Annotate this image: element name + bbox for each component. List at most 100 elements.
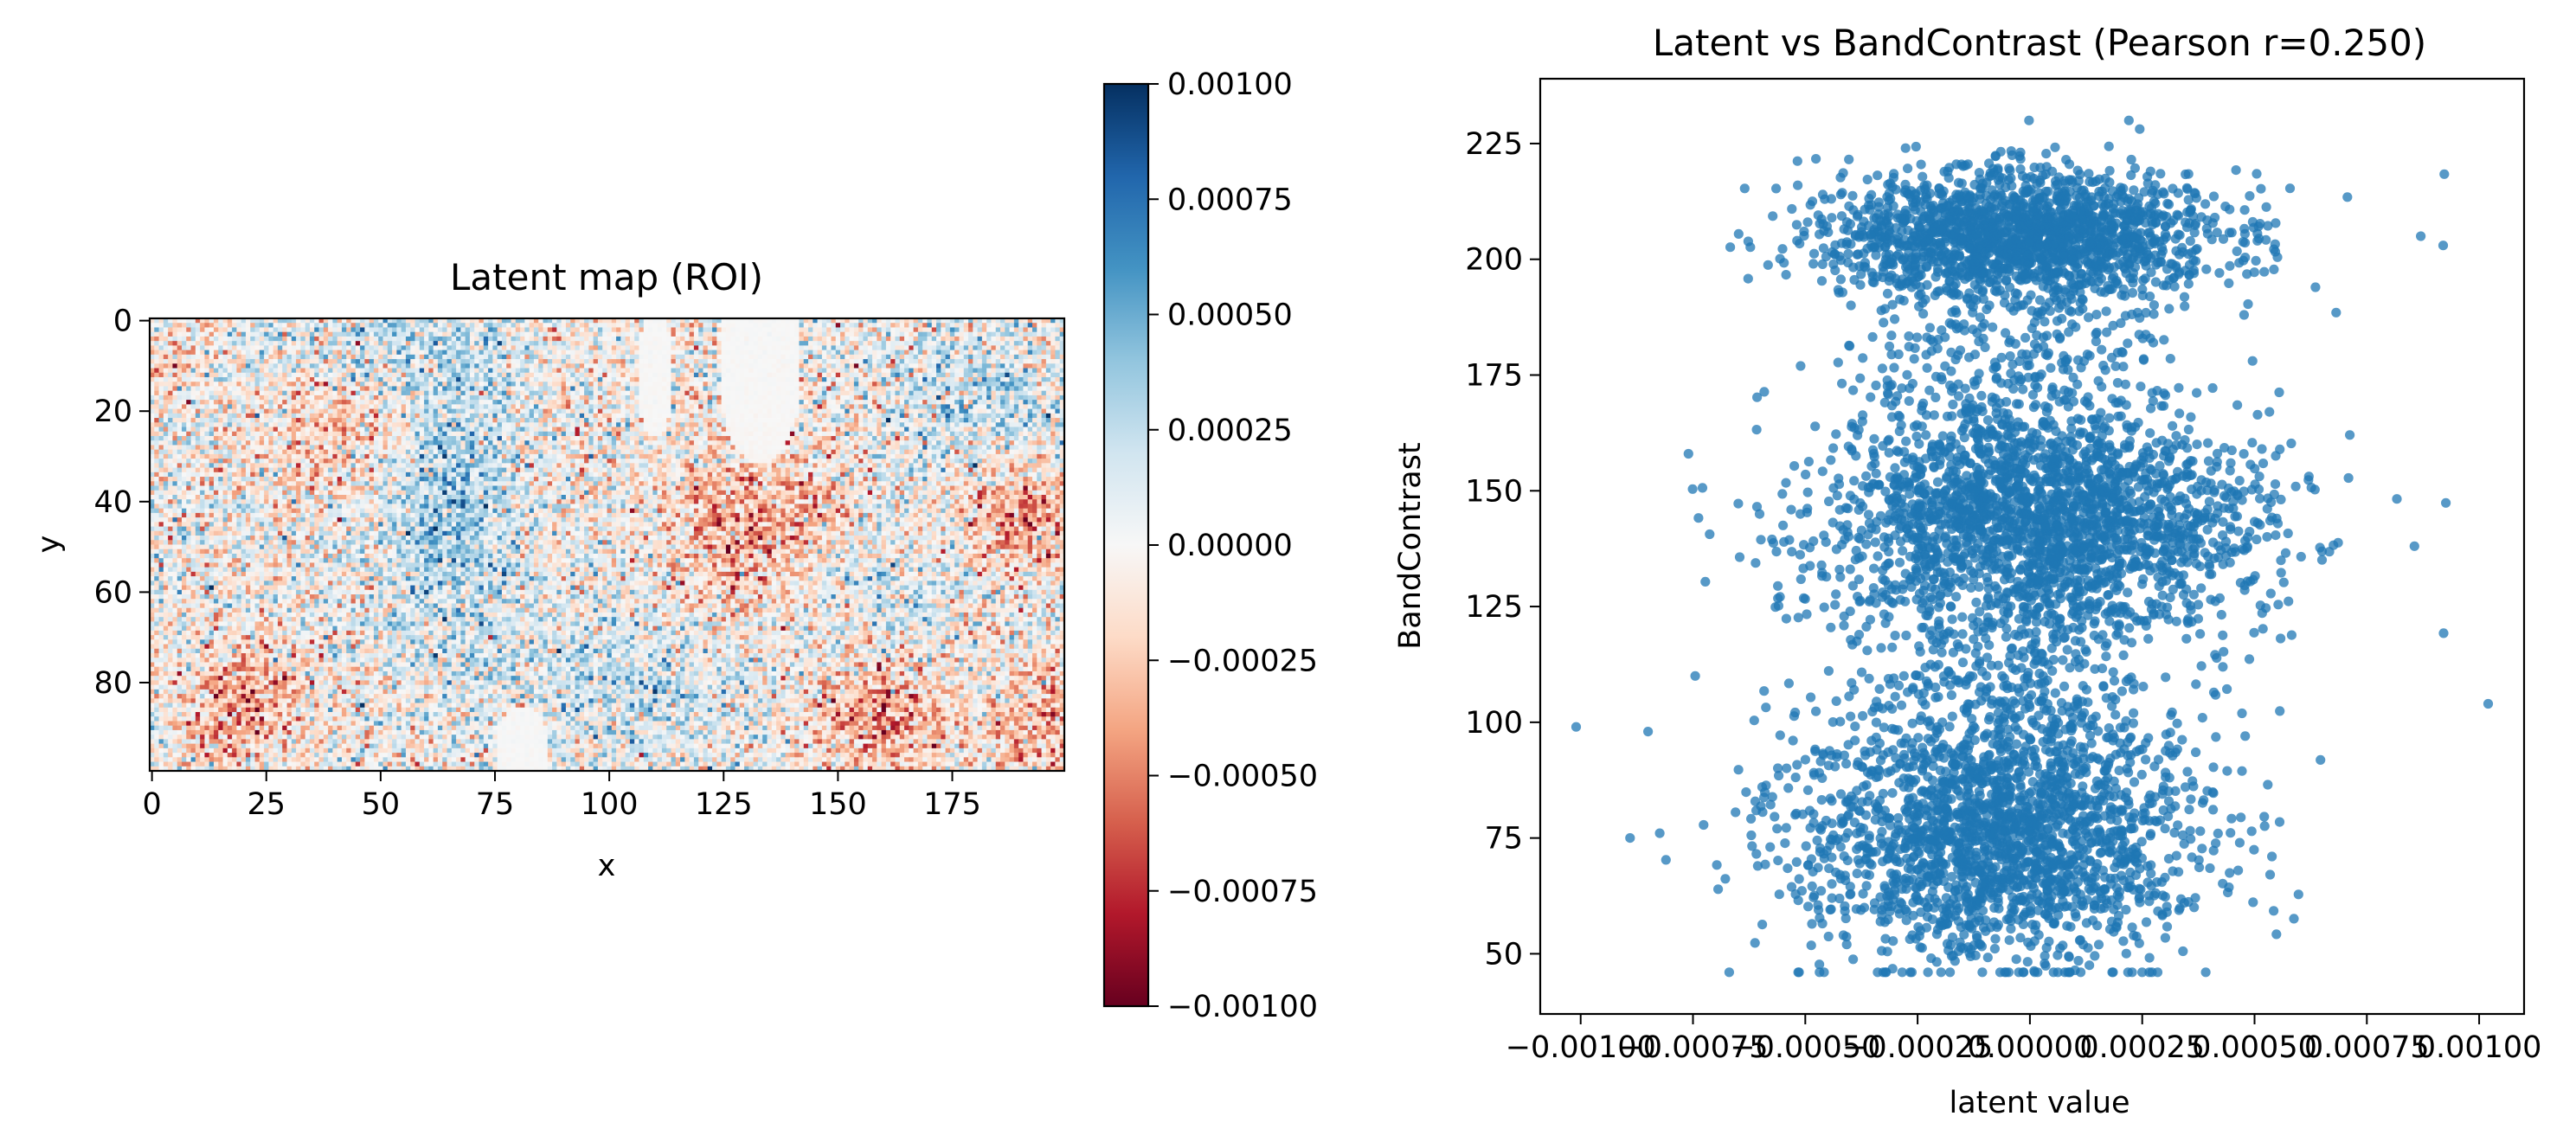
heatmap-cell [511, 372, 517, 378]
heatmap-cell [209, 395, 215, 401]
heatmap-cell [1013, 395, 1019, 401]
heatmap-cell [469, 427, 475, 433]
heatmap-cell [492, 318, 498, 324]
heatmap-cell [579, 418, 585, 423]
heatmap-cell [1059, 372, 1064, 378]
heatmap-cell [808, 408, 813, 414]
heatmap-cell [369, 404, 375, 409]
heatmap-cell [890, 427, 896, 433]
heatmap-cell [949, 368, 955, 374]
heatmap-cell [419, 386, 425, 392]
heatmap-cell [831, 323, 837, 328]
heatmap-cell [346, 386, 351, 392]
heatmap-cell [712, 336, 717, 342]
heatmap-cell [739, 350, 745, 356]
heatmap-cell [744, 413, 749, 419]
heatmap-cell [813, 359, 818, 364]
heatmap-cell [845, 427, 850, 433]
heatmap-cell [446, 400, 453, 405]
heatmap-cell [488, 318, 493, 324]
heatmap-cell [863, 372, 869, 378]
heatmap-cell [1000, 390, 1005, 396]
heatmap-cell [337, 400, 343, 405]
heatmap-cell [488, 418, 493, 423]
heatmap-cell [593, 400, 599, 405]
heatmap-cell [314, 376, 319, 382]
heatmap-cell [835, 413, 841, 419]
heatmap-cell [350, 363, 357, 369]
heatmap-cell [954, 341, 960, 346]
heatmap-cell [515, 422, 521, 427]
heatmap-cell [712, 350, 717, 356]
heatmap-cell [730, 427, 736, 433]
heatmap-cell [259, 359, 265, 364]
heatmap-cell [620, 400, 626, 405]
heatmap-cell [355, 354, 361, 360]
heatmap-cell [588, 327, 594, 333]
heatmap-cell [1027, 418, 1033, 423]
heatmap-cell [981, 395, 987, 401]
heatmap-cell [497, 331, 503, 337]
heatmap-cell [195, 341, 201, 346]
heatmap-cell [963, 413, 969, 419]
heatmap-cell [716, 376, 722, 382]
heatmap-cell [826, 422, 832, 427]
heatmap-cell [698, 331, 703, 337]
heatmap-cell [158, 413, 164, 419]
heatmap-cell [949, 372, 955, 378]
heatmap-cell [424, 318, 429, 324]
heatmap-cell [1045, 363, 1051, 369]
heatmap-cell [735, 400, 741, 405]
heatmap-cell [963, 418, 969, 423]
heatmap-cell [163, 359, 169, 364]
heatmap-cell [693, 382, 699, 387]
heatmap-cell [218, 395, 223, 401]
heatmap-cell [346, 363, 351, 369]
heatmap-cell [744, 408, 749, 414]
heatmap-cell [369, 395, 375, 401]
heatmap-cell [986, 372, 992, 378]
heatmap-cell [492, 363, 498, 369]
heatmap-cell [680, 345, 685, 350]
heatmap-cell [309, 331, 315, 337]
heatmap-cell [949, 345, 955, 350]
heatmap-cell [501, 382, 507, 387]
heatmap-cell [927, 318, 933, 324]
heatmap-cell [771, 336, 777, 342]
heatmap-cell [936, 422, 941, 427]
heatmap-cell [437, 345, 443, 350]
heatmap-cell [401, 372, 407, 378]
heatmap-cell [794, 376, 800, 382]
heatmap-cell [227, 400, 233, 405]
heatmap-cell [917, 395, 923, 401]
heatmap-cell [200, 390, 205, 396]
heatmap-cell [611, 331, 617, 337]
heatmap-cell [483, 363, 489, 369]
heatmap-cell [479, 395, 485, 401]
heatmap-cell [959, 336, 965, 342]
heatmap-cell [259, 427, 265, 433]
heatmap-cell [945, 382, 951, 387]
heatmap-cell [501, 354, 507, 360]
heatmap-cell [739, 359, 745, 364]
heatmap-cell [396, 372, 402, 378]
heatmap-cell [277, 368, 283, 374]
heatmap-cell [291, 327, 297, 333]
heatmap-cell [579, 350, 585, 356]
heatmap-cell [607, 422, 613, 427]
heatmap-cell [991, 372, 997, 378]
heatmap-cell [273, 318, 279, 324]
heatmap-cell [437, 390, 443, 396]
heatmap-cell [213, 400, 219, 405]
heatmap-cell [209, 418, 215, 423]
heatmap-cell [689, 422, 695, 427]
heatmap-cell [469, 368, 475, 374]
heatmap-cell [488, 363, 493, 369]
heatmap-cell [168, 336, 173, 342]
heatmap-cell [698, 390, 703, 396]
heatmap-cell [634, 341, 639, 346]
heatmap-cell [867, 345, 873, 350]
heatmap-cell [1005, 327, 1010, 333]
heatmap-cell [607, 376, 613, 382]
heatmap-cell [904, 408, 909, 414]
